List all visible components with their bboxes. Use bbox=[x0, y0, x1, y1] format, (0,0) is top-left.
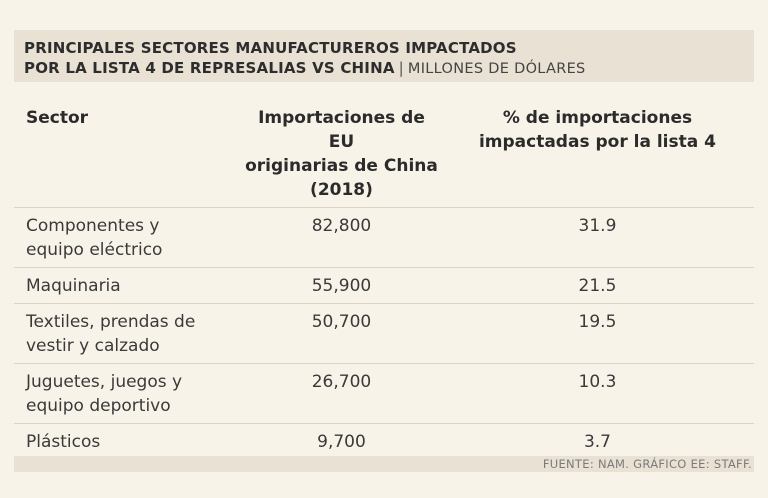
header-row: Sector Importaciones de EU originarias d… bbox=[14, 100, 754, 208]
header-sector-text: Sector bbox=[26, 108, 89, 128]
imports-cell: 55,900 bbox=[242, 267, 441, 304]
sector-line-1: Plásticos bbox=[26, 432, 101, 452]
sector-cell: Textiles, prendas de vestir y calzado bbox=[14, 303, 243, 364]
header-sector: Sector bbox=[14, 100, 242, 208]
imports-cell: 82,800 bbox=[242, 207, 441, 268]
sector-line-2: equipo eléctrico bbox=[26, 240, 163, 260]
table-row: Componentes y equipo eléctrico 82,800 31… bbox=[14, 207, 754, 268]
table-row: Plásticos 9,700 3.7 bbox=[14, 423, 754, 460]
header-imports-line-1: Importaciones de EU bbox=[258, 108, 425, 152]
imports-cell: 9,700 bbox=[242, 423, 441, 460]
sector-cell: Componentes y equipo eléctrico bbox=[14, 207, 243, 268]
percent-cell: 3.7 bbox=[440, 423, 754, 460]
title-box: PRINCIPALES SECTORES MANUFACTUREROS IMPA… bbox=[14, 30, 754, 82]
header-percent-line-2: impactadas por la lista 4 bbox=[478, 132, 716, 152]
imports-cell: 26,700 bbox=[242, 363, 441, 424]
percent-cell: 10.3 bbox=[440, 363, 754, 424]
imports-cell: 50,700 bbox=[242, 303, 441, 364]
chart-title-line-2-text: POR LA LISTA 4 DE REPRESALIAS VS CHINA bbox=[24, 59, 395, 77]
percent-cell: 21.5 bbox=[440, 267, 754, 304]
footer-bar: FUENTE: NAM. GRÁFICO EE: STAFF. bbox=[14, 456, 754, 472]
sector-cell: Juguetes, juegos y equipo deportivo bbox=[14, 363, 243, 424]
sector-cell: Plásticos bbox=[14, 423, 243, 460]
sector-line-1: Maquinaria bbox=[26, 276, 121, 296]
unit-label: MILLONES DE DÓLARES bbox=[407, 61, 586, 77]
sector-cell: Maquinaria bbox=[14, 267, 243, 304]
table-row: Juguetes, juegos y equipo deportivo 26,7… bbox=[14, 363, 754, 424]
table-row: Maquinaria 55,900 21.5 bbox=[14, 267, 754, 304]
chart-title-line-1: PRINCIPALES SECTORES MANUFACTUREROS IMPA… bbox=[24, 39, 517, 57]
sector-line-2: equipo deportivo bbox=[26, 396, 171, 416]
sector-line-1: Textiles, prendas de bbox=[26, 312, 196, 332]
header-percent-line-1: % de importaciones bbox=[502, 108, 693, 128]
sector-line-1: Componentes y bbox=[26, 216, 160, 236]
table-row: Textiles, prendas de vestir y calzado 50… bbox=[14, 303, 754, 364]
data-table: Sector Importaciones de EU originarias d… bbox=[14, 100, 754, 460]
sector-line-1: Juguetes, juegos y bbox=[26, 372, 183, 392]
percent-cell: 31.9 bbox=[440, 207, 754, 268]
header-percent: % de importaciones impactadas por la lis… bbox=[441, 100, 754, 208]
sector-line-2: vestir y calzado bbox=[26, 336, 160, 356]
percent-cell: 19.5 bbox=[440, 303, 754, 364]
source-credit: FUENTE: NAM. GRÁFICO EE: STAFF. bbox=[542, 457, 752, 471]
header-imports-line-3: (2018) bbox=[310, 180, 373, 200]
chart-title-line-2: POR LA LISTA 4 DE REPRESALIAS VS CHINA | M… bbox=[24, 59, 586, 77]
header-imports-line-2: originarias de China bbox=[245, 156, 438, 176]
header-imports: Importaciones de EU originarias de China… bbox=[242, 100, 441, 208]
title-separator: | bbox=[398, 59, 404, 77]
